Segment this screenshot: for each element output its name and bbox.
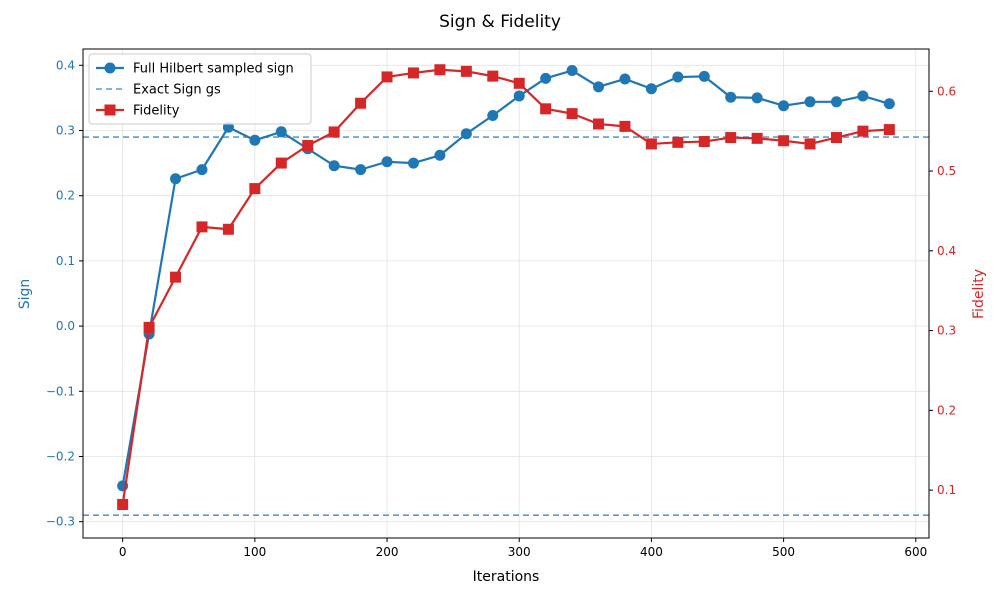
sign-point [407,157,419,169]
sign-point [619,73,631,85]
fidelity-point [804,138,816,150]
x-tick-label: 600 [904,545,927,559]
fidelity-point [117,498,129,510]
sign-point [645,83,657,95]
fidelity-point [460,65,472,77]
series-layer [117,64,895,510]
x-tick-label: 400 [640,545,663,559]
fidelity-point [275,157,287,169]
y-right-axis-title: Fidelity [971,269,987,319]
chart-title: Sign & Fidelity [439,12,561,32]
fidelity-point [830,132,842,144]
legend-exact-label: Exact Sign gs [133,83,221,98]
sign-point [566,65,578,77]
y-right-tick-label: 0.5 [937,164,956,178]
fidelity-point [513,77,525,89]
sign-point [778,100,790,112]
fidelity-point [328,126,340,138]
fidelity-point [381,71,393,83]
sign-point [540,72,552,84]
legend-fidelity-label: Fidelity [133,104,180,119]
x-tick-label: 300 [508,545,531,559]
legend-fidelity-marker [104,104,116,116]
y-left-tick-label: 0.2 [56,189,75,203]
sign-point [698,70,710,82]
sign-point [460,128,472,140]
sign-point [593,81,605,93]
fidelity-point [143,321,155,333]
sign-point [672,71,684,83]
y-left-axis-title: Sign [17,279,33,310]
fidelity-point [672,136,684,148]
fidelity-point [540,103,552,115]
x-tick-label: 200 [376,545,399,559]
fidelity-point [222,223,234,235]
fidelity-point [778,135,790,147]
y-left-tick-label: 0.3 [56,124,75,138]
y-left-tick-label: 0.1 [56,254,75,268]
y-right-tick-label: 0.2 [937,403,956,417]
sign-series-line [121,69,890,487]
fidelity-point [751,132,763,144]
x-tick-label: 500 [772,545,795,559]
sign-point [249,134,261,146]
fidelity-point [725,132,737,144]
sign-point [328,160,340,172]
y-right-tick-label: 0.1 [937,483,956,497]
sign-point [434,149,446,161]
fidelity-point [407,67,419,79]
y-left-tick-label: 0.4 [56,58,75,72]
x-tick-label: 100 [243,545,266,559]
sign-point [513,90,525,102]
fidelity-point [698,136,710,148]
sign-point [857,90,869,102]
fidelity-point [170,271,182,283]
fidelity-point [487,70,499,82]
fidelity-point [883,124,895,136]
legend: Full Hilbert sampled sign Exact Sign gs … [88,53,312,125]
sign-point [355,164,367,176]
x-tick-label: 0 [119,545,127,559]
fidelity-point [302,140,314,152]
y-left-tick-label: −0.2 [46,450,75,464]
fidelity-point [619,120,631,132]
legend-sign-label: Full Hilbert sampled sign [133,62,294,77]
y-right-tick-label: 0.6 [937,84,956,98]
fidelity-point [593,118,605,130]
y-right-tick-label: 0.4 [937,244,956,258]
fidelity-point [249,183,261,195]
legend-sign-marker [104,62,116,74]
sign-point [883,98,895,110]
y-right-tick-label: 0.3 [937,324,956,338]
fidelity-point [434,64,446,76]
sign-point [381,156,393,168]
fidelity-series-line [121,68,890,505]
legend-box [88,53,312,125]
grid-layer [83,49,929,538]
y-left-tick-label: −0.3 [46,515,75,529]
sign-point [830,96,842,108]
sign-point [804,96,816,108]
sign-point [275,126,287,138]
plot-frame [82,48,930,539]
tick-layer: 0 100 200 300 400 500 600 −0.3 −0.2 −0.1 0.0 0.1 0.2… [46,58,956,559]
sign-point [725,91,737,103]
y-left-tick-label: 0.0 [56,319,75,333]
sign-point [751,92,763,104]
sign-point [170,173,182,185]
fidelity-point [196,221,208,233]
x-axis-title: Iterations [473,569,540,585]
y-left-tick-label: −0.1 [46,384,75,398]
sign-point [196,164,208,176]
sign-point [487,110,499,122]
fidelity-point [645,138,657,150]
fidelity-point [857,125,869,137]
fidelity-point [355,97,367,109]
fidelity-point [566,108,578,120]
